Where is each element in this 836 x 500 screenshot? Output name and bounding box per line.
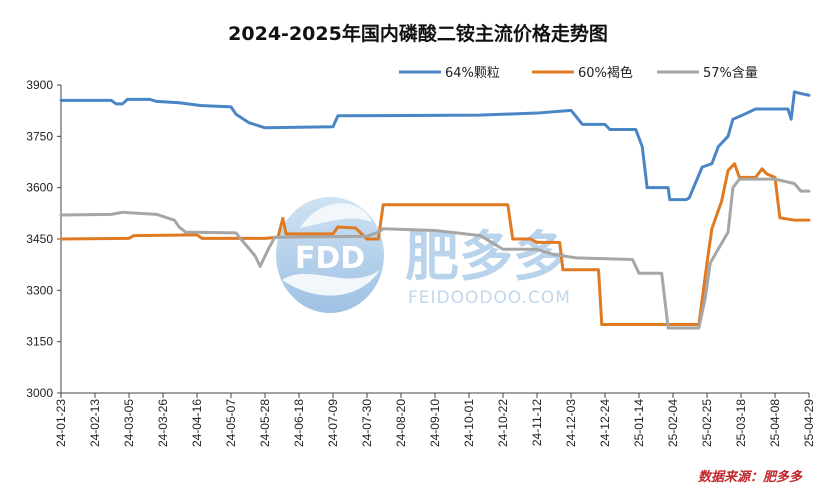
watermark-leaf-icon bbox=[300, 203, 372, 228]
y-tick-label: 3600 bbox=[26, 181, 53, 195]
x-tick-label: 24-04-16 bbox=[190, 399, 204, 447]
x-tick-label: 25-01-14 bbox=[632, 399, 646, 447]
x-tick-label: 24-03-05 bbox=[122, 399, 136, 447]
legend: 64%颗粒 60%褐色 57%含量 bbox=[399, 65, 758, 81]
y-tick-label: 3000 bbox=[26, 386, 53, 400]
axes: 3000 3150 3300 3450 3600 3750 3900 24-01-23 24-0… bbox=[26, 78, 816, 447]
x-tick-label: 24-06-18 bbox=[292, 399, 306, 447]
x-tick-label: 25-04-08 bbox=[768, 399, 782, 447]
watermark-logo: FDD 肥多多 FEIDOODOO.COM bbox=[276, 197, 571, 313]
watermark-domain: FEIDOODOO.COM bbox=[408, 288, 571, 308]
x-tick-label: 24-07-09 bbox=[326, 399, 340, 447]
x-tick-label: 24-07-30 bbox=[360, 399, 374, 447]
x-tick-label: 24-05-07 bbox=[224, 399, 238, 447]
x-tick-label: 24-12-24 bbox=[598, 399, 612, 447]
y-tick-label: 3450 bbox=[26, 232, 53, 246]
legend-label-1: 64%颗粒 bbox=[445, 66, 500, 81]
series-group bbox=[59, 90, 811, 330]
x-tick-label: 24-11-12 bbox=[530, 399, 544, 446]
x-tick-label: 24-10-01 bbox=[462, 399, 476, 447]
legend-label-2: 60%褐色 bbox=[578, 65, 633, 81]
data-source-label: 数据来源：肥多多 bbox=[698, 469, 803, 485]
watermark-wave-icon bbox=[282, 270, 380, 296]
x-tick-label: 24-02-13 bbox=[88, 399, 102, 447]
y-tick-label: 3150 bbox=[26, 335, 53, 349]
x-tick-label: 25-02-25 bbox=[700, 399, 714, 447]
x-tick-label: 25-03-18 bbox=[734, 399, 748, 447]
x-tick-label: 24-03-26 bbox=[156, 399, 170, 447]
series-line-3 bbox=[59, 177, 811, 330]
chart-title: 2024-2025年国内磷酸二铵主流价格走势图 bbox=[228, 22, 608, 45]
watermark-brand: 肥多多 bbox=[405, 225, 567, 288]
x-tick-label: 24-01-23 bbox=[54, 399, 68, 447]
y-tick-label: 3750 bbox=[26, 129, 53, 143]
series-line-2 bbox=[59, 162, 811, 327]
series-line-1 bbox=[59, 90, 811, 202]
x-tick-label: 24-08-20 bbox=[394, 399, 408, 447]
x-tick-label: 24-12-03 bbox=[564, 399, 578, 447]
y-tick-label: 3900 bbox=[26, 78, 53, 92]
watermark-logo-text: FDD bbox=[295, 241, 365, 276]
x-tick-label: 24-10-22 bbox=[496, 399, 510, 447]
x-tick-label: 24-09-10 bbox=[428, 399, 442, 447]
y-tick-label: 3300 bbox=[26, 283, 53, 297]
x-tick-label: 25-04-29 bbox=[802, 399, 816, 447]
x-tick-label: 25-02-04 bbox=[666, 399, 680, 447]
legend-label-3: 57%含量 bbox=[703, 65, 758, 81]
x-tick-label: 24-05-28 bbox=[258, 399, 272, 447]
